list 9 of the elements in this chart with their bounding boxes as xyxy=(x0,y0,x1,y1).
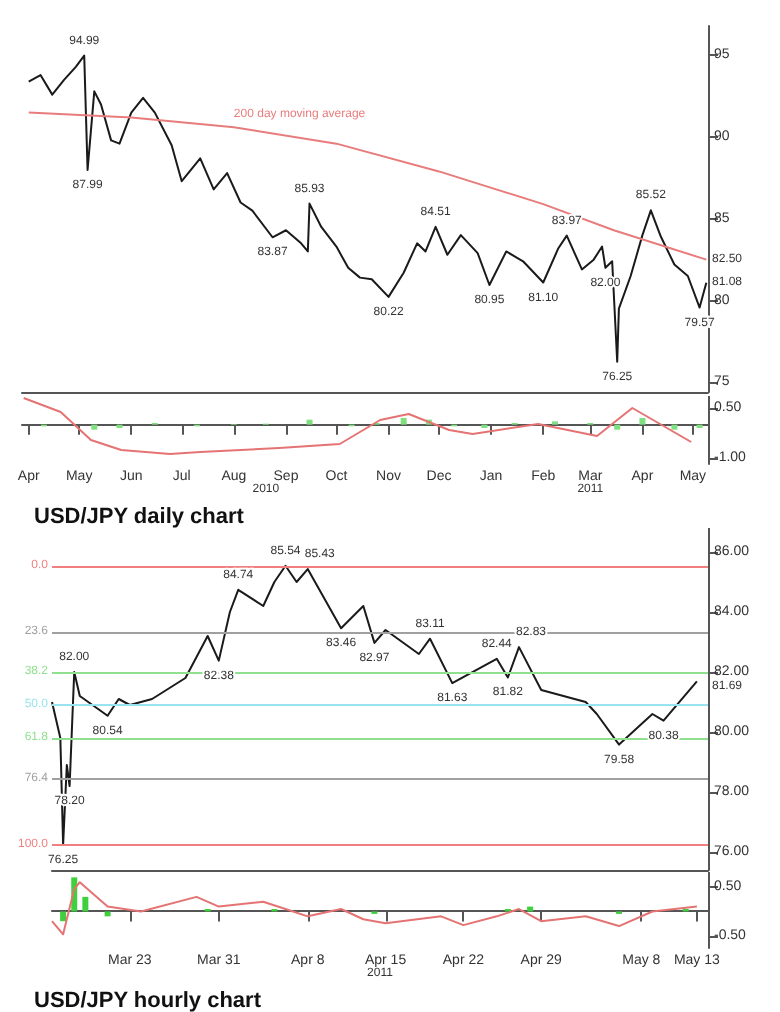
line-series xyxy=(27,111,708,261)
line-series xyxy=(22,397,693,455)
text: USD/JPY hourly chart xyxy=(34,989,262,1012)
bar xyxy=(82,896,89,912)
bar xyxy=(104,911,111,917)
bar xyxy=(60,911,67,922)
text: USD/JPY daily chart xyxy=(34,505,245,529)
line-series xyxy=(51,881,698,936)
line-series xyxy=(51,564,698,846)
